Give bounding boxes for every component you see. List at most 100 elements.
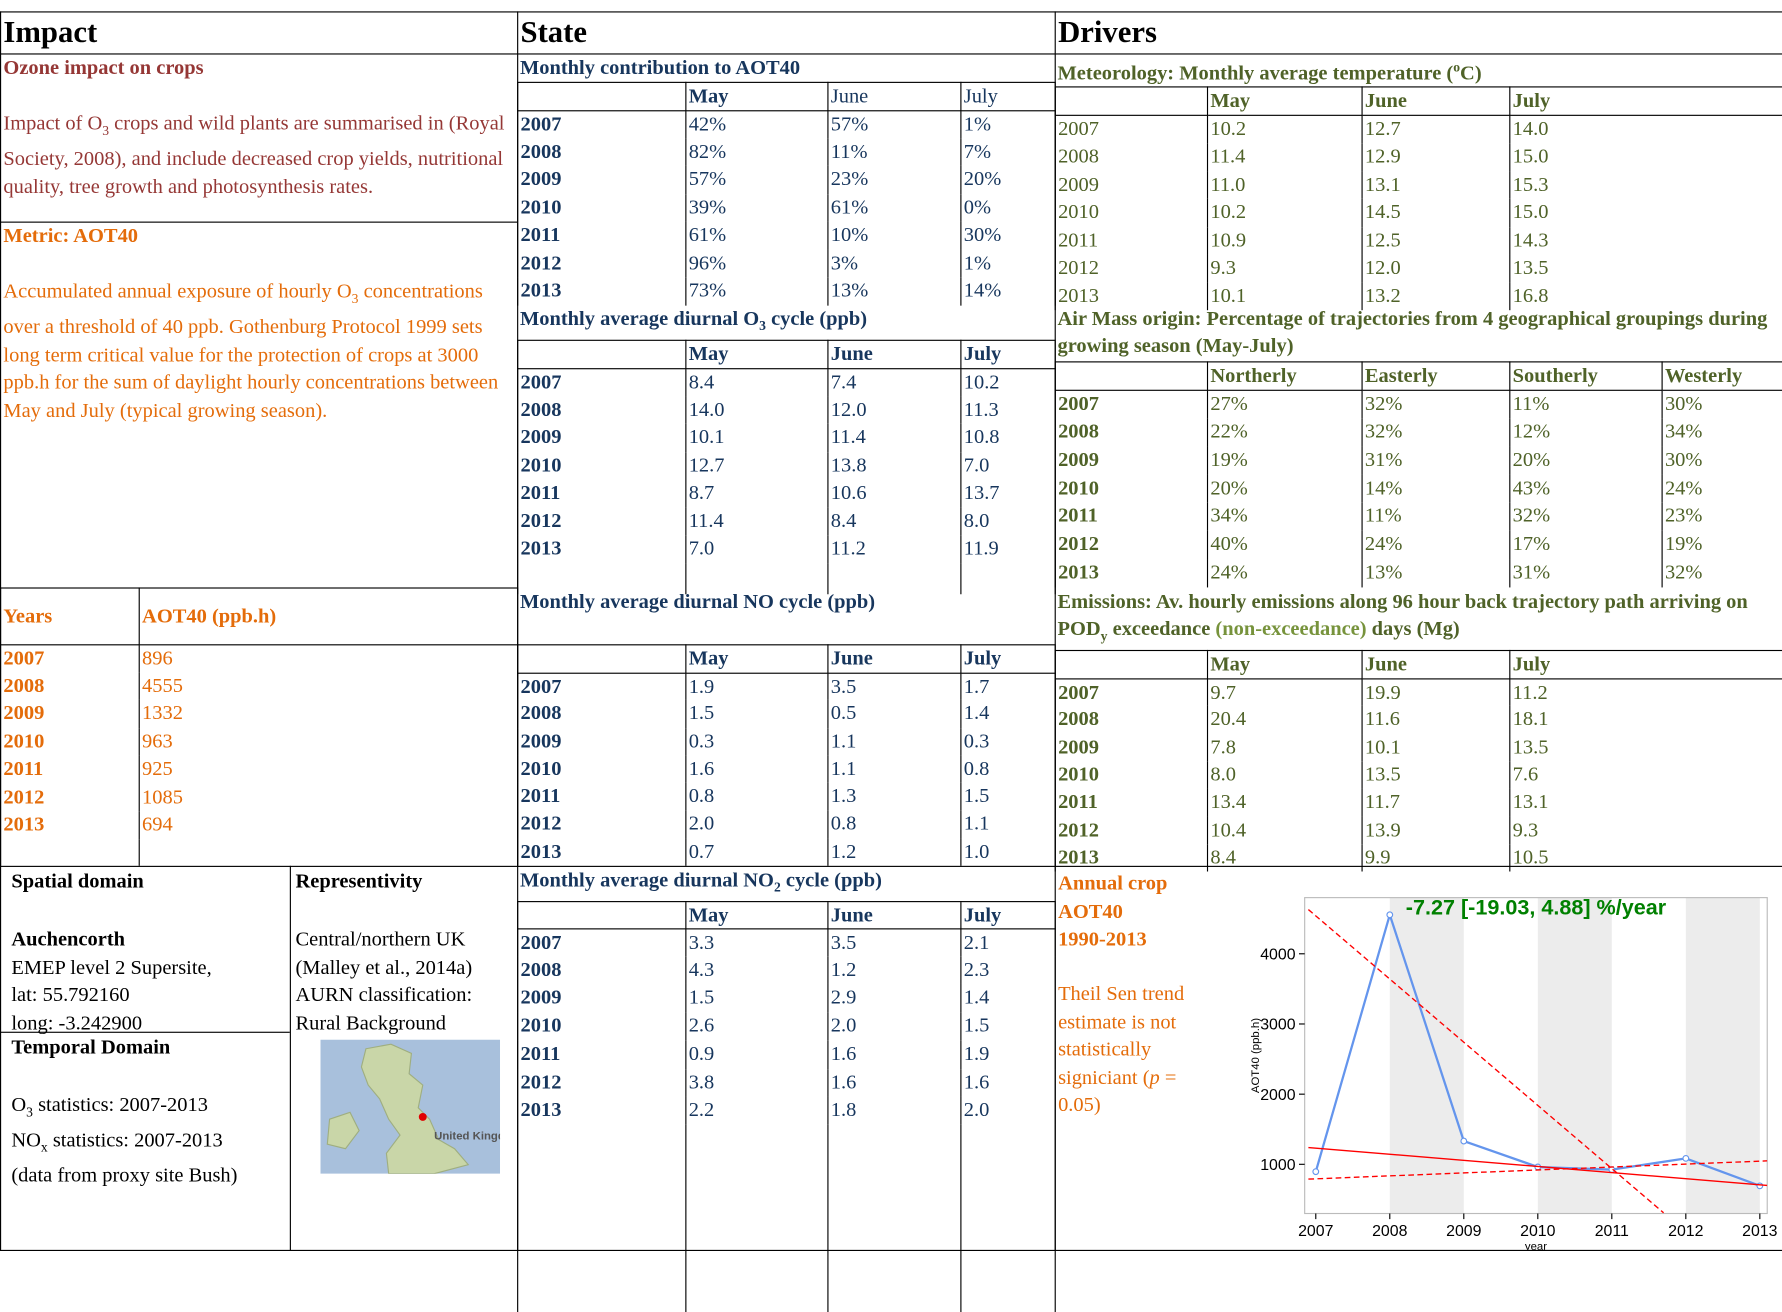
cell: 2010: [518, 1013, 686, 1041]
text-block: Auchencorth EMEP level 2 Supersite,lat: …: [11, 925, 211, 1036]
header-cell: Easterly: [1362, 361, 1510, 389]
cell: 0.3: [686, 728, 828, 756]
cell: 13.4: [1208, 789, 1363, 817]
cell: 15.3: [1510, 171, 1782, 199]
cell: 2013: [1055, 844, 1207, 872]
cell: 2012: [518, 1069, 686, 1097]
cell: 18.1: [1510, 706, 1782, 734]
cell: 20.4: [1208, 706, 1363, 734]
cell: 3.5: [828, 928, 961, 956]
data-row: 200911.013.115.3: [1055, 171, 1782, 199]
title-row: Air Mass origin: Percentage of trajector…: [1055, 305, 1782, 362]
data-table: Air Mass origin: Percentage of trajector…: [1055, 305, 1782, 588]
header-cell: June: [1362, 650, 1510, 678]
table-title: Meteorology: Monthly average temperature…: [1055, 53, 1782, 87]
header-cell: [518, 340, 686, 368]
cell: 2009: [1055, 446, 1207, 474]
cell: 10.2: [1208, 199, 1363, 227]
cell: 2012: [518, 507, 686, 535]
text-block: Central/northern UK(Malley et al., 2014a…: [295, 925, 472, 1036]
cell: 24%: [1662, 474, 1782, 502]
header-cell: [518, 644, 686, 672]
map: United Kingdom: [320, 1040, 500, 1174]
cell: 2012: [1055, 816, 1207, 844]
cell: 1332: [139, 700, 517, 728]
cell: 8.0: [1208, 761, 1363, 789]
cell: 2007: [1055, 390, 1207, 418]
cell: 13.7: [961, 480, 1055, 508]
header-cell: June: [1362, 87, 1510, 115]
cell: 32%: [1362, 390, 1510, 418]
x-tick-label: 2010: [1520, 1223, 1556, 1240]
subscript: 3: [26, 1104, 33, 1120]
cell: 22%: [1208, 418, 1363, 446]
cell: 13.5: [1362, 761, 1510, 789]
section-title: Temporal Domain: [11, 1035, 170, 1059]
cell: 61%: [686, 222, 828, 250]
header-cell: May: [1208, 650, 1363, 678]
header-cell: July: [961, 644, 1055, 672]
data-row: 20084.31.22.3: [518, 956, 1056, 984]
cell: 11.4: [686, 507, 828, 535]
rule: [0, 11, 1782, 12]
cell: 12.0: [1362, 255, 1510, 283]
cell: 1.2: [828, 838, 961, 866]
data-row: 20073.33.52.1: [518, 928, 1056, 956]
cell: 1.1: [961, 811, 1055, 839]
data-row: 200814.012.011.3: [518, 396, 1056, 424]
cell: 31%: [1510, 559, 1662, 587]
cell: 13.1: [1510, 789, 1782, 817]
cell: 10.2: [1208, 115, 1363, 143]
text-run: statistics: 2007-2013: [33, 1093, 208, 1116]
cell: 2007: [1055, 115, 1207, 143]
header-cell: AOT40 (ppb.h): [139, 587, 517, 644]
cell: 0.8: [961, 755, 1055, 783]
cell: 9.3: [1208, 255, 1363, 283]
cell: 0.5: [828, 700, 961, 728]
cell: 2010: [518, 452, 686, 480]
cell: 1.5: [686, 985, 828, 1013]
data-table: Monthly average diurnal NO cycle (ppb)Ma…: [517, 587, 1056, 865]
document: Impact State Drivers Ozone impact on cro…: [0, 0, 1782, 1251]
shade-band: [1390, 898, 1464, 1214]
data-row: 200822%32%12%34%: [1055, 418, 1782, 446]
data-row: 20118.710.613.7: [518, 480, 1056, 508]
cell: 1.8: [828, 1097, 961, 1125]
text-line: (data from proxy site Bush): [11, 1161, 237, 1189]
text-line: (Malley et al., 2014a): [295, 953, 472, 981]
cell: 11%: [1362, 503, 1510, 531]
cell: 2012: [518, 249, 686, 277]
cell: 0.3: [961, 728, 1055, 756]
cell: 2010: [1055, 474, 1207, 502]
header-cell: Westerly: [1662, 361, 1782, 389]
cell: 1%: [961, 249, 1055, 277]
header-cell: May: [686, 340, 828, 368]
header-cell: May: [686, 901, 828, 928]
cell: 13.5: [1510, 255, 1782, 283]
column-heading: Drivers: [1058, 15, 1157, 50]
text-run: Accumulated annual exposure of hourly O: [3, 280, 351, 303]
cell: 43%: [1510, 474, 1662, 502]
cell: 61%: [828, 194, 961, 222]
cell: 2013: [1055, 559, 1207, 587]
cell: 9.3: [1510, 816, 1782, 844]
cell: [518, 1125, 686, 1312]
header-row: MayJuneJuly: [518, 82, 1056, 110]
cell: 57%: [828, 110, 961, 138]
cell: 2.3: [961, 956, 1055, 984]
cell: 12.7: [1362, 115, 1510, 143]
cell: 7.6: [1510, 761, 1782, 789]
paragraph: Theil Sen trend estimate is not statisti…: [1058, 979, 1211, 1118]
cell: 12.0: [828, 396, 961, 424]
data-row: 200910.111.410.8: [518, 424, 1056, 452]
column-heading: Impact: [3, 15, 97, 50]
data-point: [1387, 912, 1393, 918]
cell: 19.9: [1362, 678, 1510, 706]
cell: 7.8: [1208, 734, 1363, 762]
cell: 1.9: [686, 673, 828, 701]
cell: 7.0: [686, 535, 828, 563]
